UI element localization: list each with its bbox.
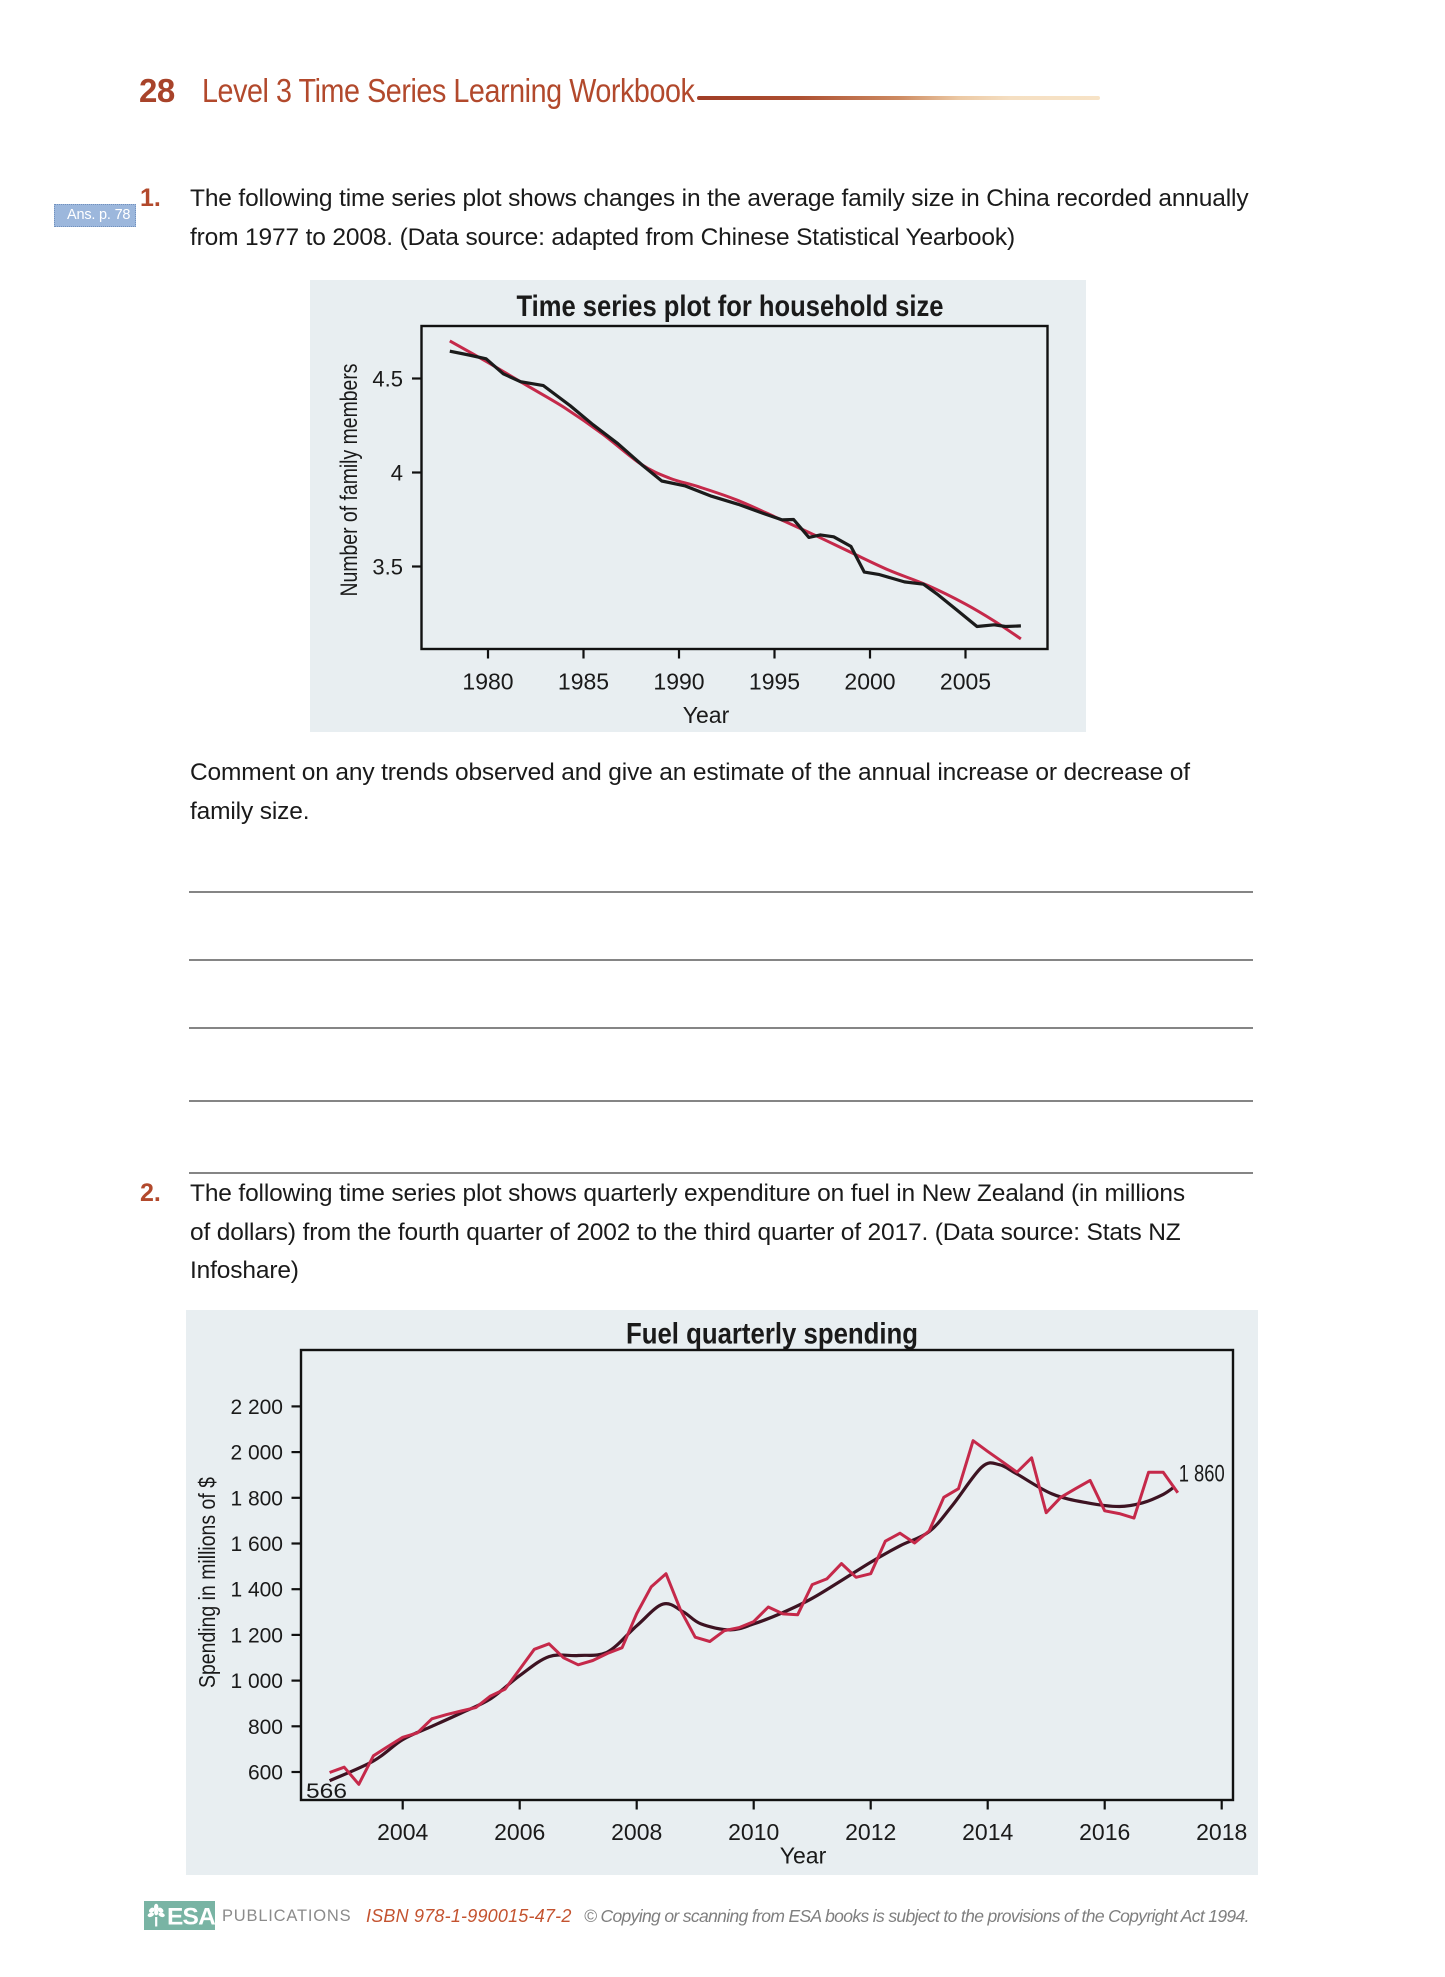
svg-text:600: 600 (248, 1762, 283, 1785)
svg-text:566: 566 (306, 1780, 347, 1803)
svg-text:2016: 2016 (1079, 1819, 1130, 1845)
svg-text:2005: 2005 (940, 668, 991, 694)
svg-text:4.5: 4.5 (372, 366, 403, 391)
svg-text:2004: 2004 (377, 1819, 428, 1845)
svg-text:1 200: 1 200 (230, 1624, 283, 1647)
svg-text:3.5: 3.5 (372, 554, 403, 579)
svg-text:1995: 1995 (749, 668, 800, 694)
svg-text:1990: 1990 (653, 668, 704, 694)
svg-text:Year: Year (780, 1843, 827, 1869)
svg-text:ESA: ESA (167, 1904, 215, 1931)
svg-text:2 000: 2 000 (230, 1442, 283, 1465)
svg-text:1 860: 1 860 (1179, 1460, 1225, 1487)
svg-text:1 800: 1 800 (230, 1487, 283, 1510)
svg-text:2014: 2014 (962, 1819, 1013, 1845)
svg-text:800: 800 (248, 1716, 283, 1739)
svg-text:1 600: 1 600 (230, 1533, 283, 1556)
svg-text:2 200: 2 200 (230, 1396, 283, 1419)
svg-text:2006: 2006 (494, 1819, 545, 1845)
svg-text:2010: 2010 (728, 1819, 779, 1845)
svg-text:1 400: 1 400 (230, 1579, 283, 1602)
svg-text:Number of family members: Number of family members (336, 363, 363, 596)
svg-text:2000: 2000 (844, 668, 895, 694)
svg-text:1985: 1985 (558, 668, 609, 694)
svg-text:2012: 2012 (845, 1819, 896, 1845)
svg-text:2008: 2008 (611, 1819, 662, 1845)
svg-text:Year: Year (683, 702, 730, 728)
svg-text:Fuel quarterly spending: Fuel quarterly spending (626, 1318, 918, 1351)
svg-text:2018: 2018 (1196, 1819, 1247, 1845)
svg-text:Time series plot for household: Time series plot for household size (517, 290, 944, 323)
svg-text:4: 4 (391, 460, 403, 485)
svg-text:1980: 1980 (462, 668, 513, 694)
svg-text:Spending in millions of $: Spending in millions of $ (194, 1477, 220, 1688)
svg-text:1 000: 1 000 (230, 1670, 283, 1693)
